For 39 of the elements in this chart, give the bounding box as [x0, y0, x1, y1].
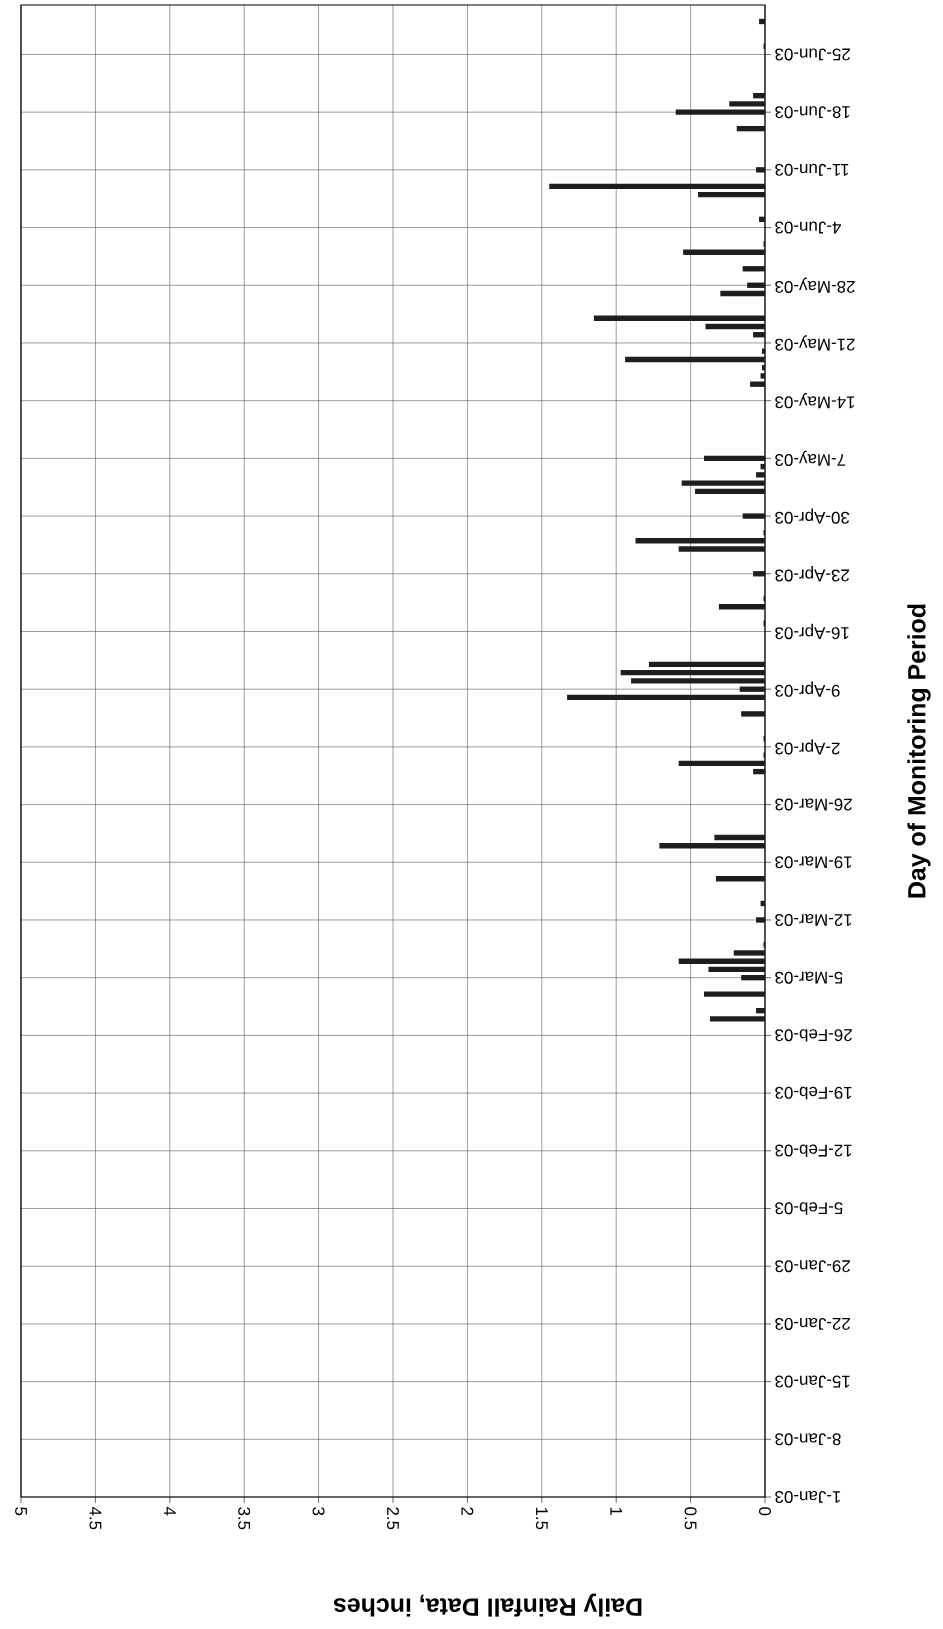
y-tick-label: 4-Jun-03 [775, 221, 841, 234]
y-tick-label: 26-Mar-03 [775, 798, 852, 811]
y-tick-label: 21-May-03 [775, 335, 855, 351]
y-tick-label: 5-Mar-03 [775, 971, 843, 984]
y-tick-label: 15-Jan-03 [775, 1375, 850, 1388]
y-tick-label: 5-Feb-03 [775, 1202, 843, 1215]
y-tick-label: 19-Feb-03 [775, 1086, 852, 1100]
x-tick-label: 1 [610, 1507, 623, 1516]
y-tick-label: 9-Apr-03 [775, 681, 840, 697]
x-tick-label: 0.5 [684, 1507, 697, 1530]
y-tick-label: 1-Jan-03 [775, 1491, 841, 1503]
x-tick-label: 2.5 [386, 1507, 399, 1530]
x-tick-label: 3 [312, 1507, 325, 1516]
y-tick-label: 8-Jan-03 [775, 1433, 841, 1446]
x-tick-label: 0 [759, 1507, 771, 1516]
x-tick-label: 5 [15, 1507, 27, 1516]
y-tick-label: 12-Feb-03 [775, 1144, 852, 1157]
x-axis-title: Daily Rainfall Data, inches [334, 1593, 642, 1617]
y-tick-label: 2-Apr-03 [775, 739, 840, 755]
x-tick-label: 3.5 [238, 1507, 251, 1530]
y-tick-label: 28-May-03 [775, 277, 855, 293]
y-tick-label: 7-May-03 [775, 450, 846, 467]
y-tick-label: 22-Jan-03 [775, 1317, 850, 1330]
y-tick-label: 23-Apr-03 [775, 566, 849, 582]
x-tick-label: 2 [461, 1507, 474, 1516]
y-tick-label: 11-Jun-03 [775, 163, 849, 176]
y-tick-label: 19-Mar-03 [775, 856, 852, 869]
y-tick-label: 16-Apr-03 [775, 623, 849, 640]
y-tick-label: 14-May-03 [775, 392, 855, 409]
y-axis-title: Day of Monitoring Period [907, 604, 931, 898]
y-tick-label: 12-Mar-03 [775, 913, 852, 926]
y-tick-label: 29-Jan-03 [775, 1260, 850, 1273]
y-tick-label: 26-Feb-03 [775, 1029, 852, 1042]
x-tick-label: 4.5 [89, 1506, 102, 1530]
x-tick-label: 1.5 [535, 1507, 548, 1530]
x-tick-label: 4 [163, 1506, 176, 1516]
y-tick-label: 18-Jun-03 [775, 106, 850, 119]
y-tick-label: 25-Jun-03 [775, 48, 850, 61]
y-tick-label: 30-Apr-03 [775, 508, 850, 524]
